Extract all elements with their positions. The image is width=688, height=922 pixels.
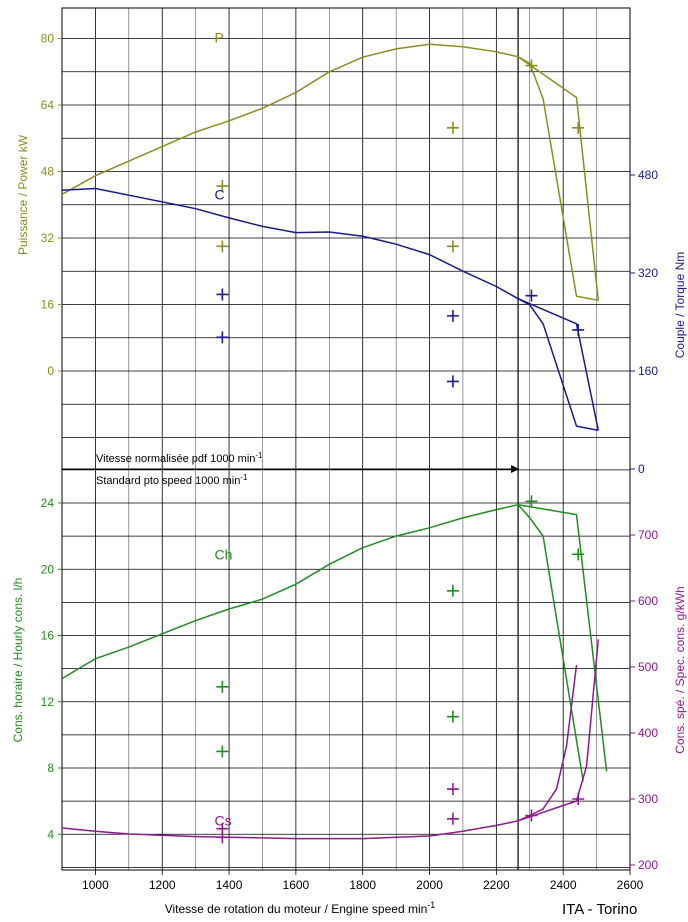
marker-c xyxy=(216,288,229,301)
series-c-line xyxy=(61,187,599,432)
series-cs-line-2 xyxy=(517,639,600,822)
x-tick-label: 1400 xyxy=(216,878,243,892)
x-tick-label: 2600 xyxy=(617,878,644,892)
x-tick-label: 2400 xyxy=(550,878,577,892)
curve-label-ch: Ch xyxy=(214,546,232,562)
hourly-tick-label: 24 xyxy=(41,496,55,510)
marker-ch xyxy=(216,680,229,693)
torque-tick-label: 320 xyxy=(638,266,658,280)
power-tick-label: 32 xyxy=(41,231,55,245)
torque-tick-label: 160 xyxy=(638,364,658,378)
pto-label-line2: Standard pto speed 1000 min-1 xyxy=(96,473,248,487)
x-tick-label: 1200 xyxy=(149,878,176,892)
marker-p xyxy=(216,240,229,253)
x-tick-label: 1600 xyxy=(283,878,310,892)
hourly-tick-label: 12 xyxy=(41,695,55,709)
curves xyxy=(61,43,608,840)
marker-c xyxy=(446,309,459,322)
curve-label-cs: Cs xyxy=(214,812,231,828)
marker-ch xyxy=(525,495,538,508)
pto-arrow-head xyxy=(511,465,520,473)
marker-cs xyxy=(446,783,459,796)
spec-tick-label: 500 xyxy=(638,660,658,674)
x-tick-label: 2000 xyxy=(416,878,443,892)
power-tick-label: 48 xyxy=(41,165,55,179)
hourly-tick-label: 8 xyxy=(47,761,54,775)
spec-tick-label: 600 xyxy=(638,594,658,608)
pto-label-line1: Vitesse normalisée pdf 1000 min-1 xyxy=(96,451,263,465)
marker-p xyxy=(446,240,459,253)
hourly-tick-label: 20 xyxy=(41,562,55,576)
spec-tick-label: 300 xyxy=(638,792,658,806)
spec-tick-label: 700 xyxy=(638,528,658,542)
power-tick-label: 64 xyxy=(41,98,55,112)
marker-p xyxy=(525,59,538,72)
footer-label: ITA - Torino xyxy=(562,901,637,918)
marker-ch xyxy=(446,710,459,723)
curve-label-p: P xyxy=(214,30,223,46)
hourly-tick-label: 16 xyxy=(41,629,55,643)
spec-tick-label: 400 xyxy=(638,726,658,740)
x-axis-title: Vitesse de rotation du moteur / Engine s… xyxy=(165,900,436,916)
power-tick-label: 16 xyxy=(41,298,55,312)
marker-c xyxy=(216,331,229,344)
x-tick-label: 2200 xyxy=(483,878,510,892)
grid xyxy=(58,7,635,875)
marker-c xyxy=(525,289,538,302)
marker-p xyxy=(216,180,229,193)
x-tick-label: 1800 xyxy=(349,878,376,892)
marker-c xyxy=(446,375,459,388)
marker-p xyxy=(446,121,459,134)
power-tick-label: 0 xyxy=(47,364,54,378)
marker-cs xyxy=(525,809,538,822)
marker-c xyxy=(572,323,585,336)
torque-tick-label: 0 xyxy=(638,462,645,476)
plot-frame xyxy=(61,7,631,871)
marker-cs xyxy=(572,793,585,805)
marker-cs xyxy=(216,831,229,844)
series-ch-line xyxy=(61,503,584,782)
hourly-tick-label: 4 xyxy=(47,827,54,841)
spec-axis-title: Cons. spé. / Spec. cons. g/kWh xyxy=(673,586,687,753)
markers xyxy=(216,59,585,844)
curve-label-c: C xyxy=(214,187,224,203)
marker-cs xyxy=(446,812,459,825)
labels: 1000 1200 1400 1600 1800 2000 2200 2400 26000163… xyxy=(11,30,687,918)
series-cs-line xyxy=(61,664,578,840)
series-ch-line-2 xyxy=(517,503,608,772)
power-axis-title: Puissance / Power kW xyxy=(16,134,30,255)
marker-p xyxy=(572,121,585,134)
torque-tick-label: 480 xyxy=(638,168,658,182)
torque-axis-title: Couple / Torque Nm xyxy=(673,252,687,359)
series-p-line xyxy=(61,43,599,302)
series-p-line-2 xyxy=(517,56,600,301)
series-c-line-2 xyxy=(517,298,600,431)
spec-tick-label: 200 xyxy=(638,858,658,872)
marker-ch xyxy=(216,745,229,758)
marker-ch xyxy=(572,548,585,561)
power-tick-label: 80 xyxy=(41,32,55,46)
hourly-axis-title: Cons. horaire / Hourly cons. l/h xyxy=(11,578,25,743)
x-tick-label: 1000 xyxy=(82,878,109,892)
marker-ch xyxy=(446,584,459,597)
